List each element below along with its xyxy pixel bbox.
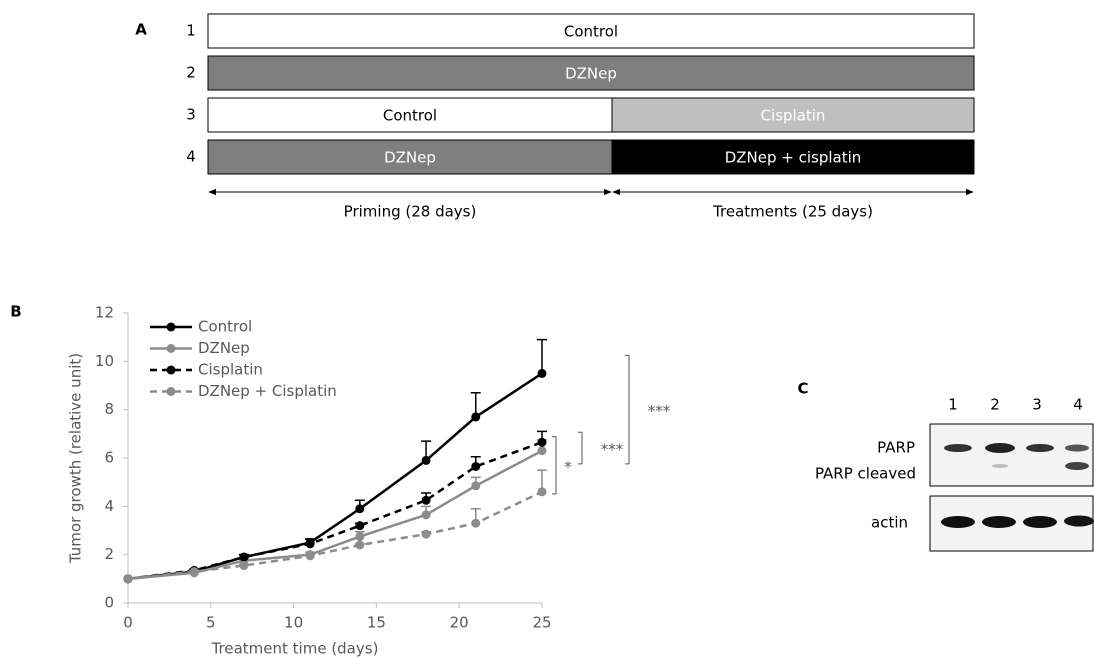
- point: [355, 521, 365, 531]
- point: [239, 561, 249, 571]
- legend-marker: [166, 387, 176, 396]
- segment: [207, 139, 613, 175]
- point: [421, 455, 431, 465]
- panel-label: A: [135, 21, 147, 39]
- legend-label: DZNep: [198, 339, 250, 357]
- x-tick-label: 5: [206, 614, 216, 632]
- band: [1065, 462, 1089, 470]
- band: [941, 516, 975, 528]
- segment-label: DZNep + cisplatin: [725, 149, 862, 167]
- segment: [207, 97, 613, 133]
- error-bar: [537, 338, 547, 374]
- lane-label: 3: [1032, 396, 1042, 414]
- lane-label: 1: [948, 396, 958, 414]
- point: [537, 437, 547, 447]
- significance-label: *: [564, 458, 572, 476]
- x-tick-label: 20: [450, 614, 469, 632]
- segment-label: Control: [564, 23, 618, 41]
- segment-label: DZNep: [565, 65, 617, 83]
- significance-label: ***: [601, 441, 624, 459]
- series-line: [127, 490, 543, 581]
- band: [1023, 516, 1057, 528]
- blot: [929, 423, 1094, 552]
- y-tick-label: 8: [104, 400, 114, 418]
- band: [992, 464, 1008, 468]
- row-number: 1: [186, 22, 196, 40]
- legend-label: Control: [198, 318, 252, 336]
- x-tick-label: 15: [367, 614, 386, 632]
- band-label: actin: [871, 514, 908, 532]
- legend-marker: [166, 344, 176, 353]
- segment: [207, 55, 975, 91]
- significance-bracket: [625, 354, 630, 465]
- row-number: 4: [186, 148, 196, 166]
- band-label: PARP cleaved: [815, 465, 916, 483]
- segment-label: Cisplatin: [761, 107, 826, 125]
- panel-label: B: [10, 303, 21, 321]
- y-tick-label: 0: [104, 594, 114, 612]
- segment-label: DZNep: [384, 149, 436, 167]
- point: [239, 552, 249, 562]
- panel-label: C: [797, 380, 808, 398]
- band: [1026, 444, 1054, 452]
- point: [471, 518, 481, 528]
- band: [1064, 515, 1094, 527]
- x-tick-label: 10: [284, 614, 303, 632]
- point: [471, 461, 481, 471]
- row-number: 3: [186, 106, 196, 124]
- y-tick-label: 12: [95, 304, 114, 322]
- band: [1065, 444, 1089, 452]
- significance-bracket: [552, 436, 557, 495]
- segment: [207, 13, 975, 49]
- significance-bracket: [578, 431, 583, 465]
- phase-label: Treatments (25 days): [712, 203, 873, 221]
- significance-label: ***: [648, 402, 671, 420]
- y-tick-label: 4: [104, 497, 114, 515]
- legend-marker: [166, 322, 176, 332]
- band: [982, 516, 1016, 528]
- row-number: 2: [186, 64, 196, 82]
- point: [537, 368, 547, 378]
- legend-label: Cisplatin: [198, 361, 263, 379]
- band: [944, 444, 972, 452]
- series-line: [127, 441, 543, 581]
- series-line: [127, 449, 543, 581]
- point: [421, 510, 431, 520]
- point: [471, 481, 481, 491]
- band: [985, 443, 1015, 453]
- lane-label: 4: [1073, 396, 1083, 414]
- point: [123, 574, 133, 584]
- line-chart: 0 2 4 6 8 10 12 0 5 10 15 20 25 Treatment time (days)…: [67, 304, 671, 658]
- point: [355, 532, 365, 542]
- point: [421, 529, 431, 539]
- x-axis-label: Treatment time (days): [211, 640, 379, 658]
- y-tick-label: 2: [104, 545, 114, 563]
- point: [537, 446, 547, 456]
- y-axis-label: Tumor growth (relative unit): [67, 353, 85, 564]
- legend-label: DZNep + Cisplatin: [198, 382, 337, 400]
- point: [189, 567, 199, 577]
- point: [305, 539, 315, 549]
- blot-frame: [929, 423, 1094, 487]
- point: [355, 504, 365, 514]
- x-tick-label: 0: [123, 614, 133, 632]
- phase-label: Priming (28 days): [344, 203, 477, 221]
- x-tick-label: 25: [532, 614, 551, 632]
- legend-marker: [166, 365, 176, 375]
- y-tick-label: 6: [104, 449, 114, 467]
- series-line: [127, 372, 543, 581]
- segment: [611, 97, 975, 133]
- point: [305, 551, 315, 561]
- band-label: PARP: [877, 439, 915, 457]
- segment-label: Control: [383, 107, 437, 125]
- point: [537, 487, 547, 497]
- point: [471, 412, 481, 422]
- point: [421, 495, 431, 505]
- segment: [611, 139, 975, 175]
- y-tick-label: 10: [95, 352, 114, 370]
- lane-label: 2: [990, 396, 1000, 414]
- point: [355, 540, 365, 550]
